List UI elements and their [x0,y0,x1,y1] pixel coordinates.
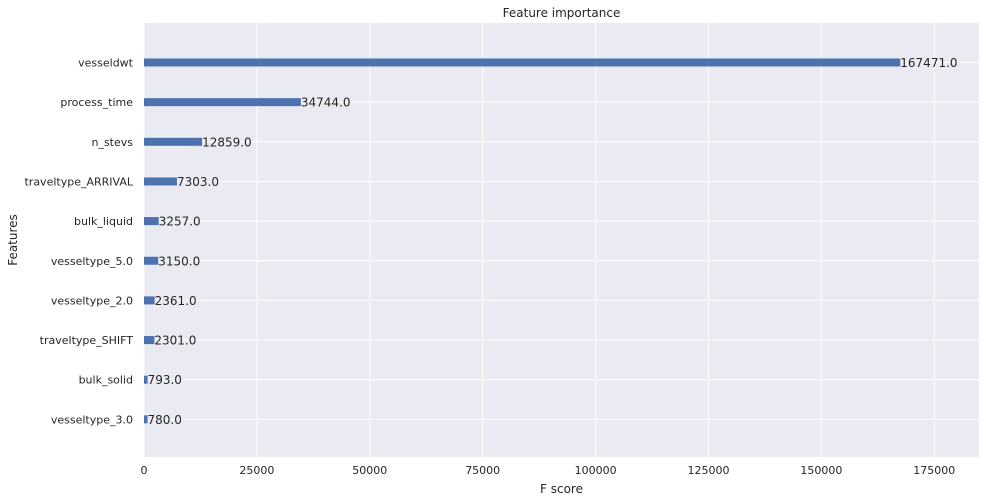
bar [144,336,155,345]
bar [144,137,203,146]
y-tick-label: traveltype_SHIFT [40,334,134,347]
data-label: 12859.0 [202,135,252,149]
data-label: 7303.0 [177,175,219,189]
y-tick-label: vesseltype_2.0 [51,294,133,307]
y-tick-label: vesseldwt [78,57,134,70]
bar [144,217,159,226]
x-tick-label: 75000 [465,464,500,477]
y-tick-label: vesseltype_5.0 [51,255,133,268]
data-label: 3150.0 [158,254,200,268]
data-label: 167471.0 [900,56,957,70]
y-axis-title: Features [6,214,20,266]
bar [144,256,159,265]
bars [144,58,901,424]
x-tick-labels: 0 25000 50000 75000 100000 125000 150000 175000 [141,464,956,477]
y-tick-label: traveltype_ARRIVAL [24,175,133,188]
y-tick-label: vesseltype_3.0 [51,413,133,426]
bar [144,177,177,186]
x-tick-label: 100000 [575,464,617,477]
bar [144,296,155,305]
data-labels: 167471.0 34744.0 12859.0 7303.0 3257.0 3150.0… [148,56,958,427]
data-label: 3257.0 [159,215,201,229]
y-tick-labels: vesseldwt process_time n_stevs traveltype_A… [24,57,133,427]
data-label: 793.0 [148,373,182,387]
y-tick-label: bulk_liquid [74,215,133,228]
data-label: 34744.0 [301,96,351,110]
x-tick-label: 25000 [239,464,274,477]
data-label: 780.0 [148,413,182,427]
x-axis-title: F score [540,482,583,496]
x-tick-label: 150000 [800,464,842,477]
bar [144,415,148,424]
grid-lines [143,23,979,457]
data-label: 2301.0 [154,334,196,348]
plot-area [144,23,979,457]
x-tick-label: 125000 [687,464,729,477]
x-tick-label: 175000 [913,464,955,477]
data-label: 2361.0 [155,294,197,308]
x-tick-label: 0 [141,464,148,477]
y-tick-label: process_time [60,96,133,109]
y-tick-label: n_stevs [91,136,133,149]
bar [144,58,901,67]
bar [144,375,148,384]
chart-title: Feature importance [503,6,621,20]
bar [144,98,301,107]
y-tick-label: bulk_solid [79,374,133,387]
x-tick-label: 50000 [352,464,387,477]
